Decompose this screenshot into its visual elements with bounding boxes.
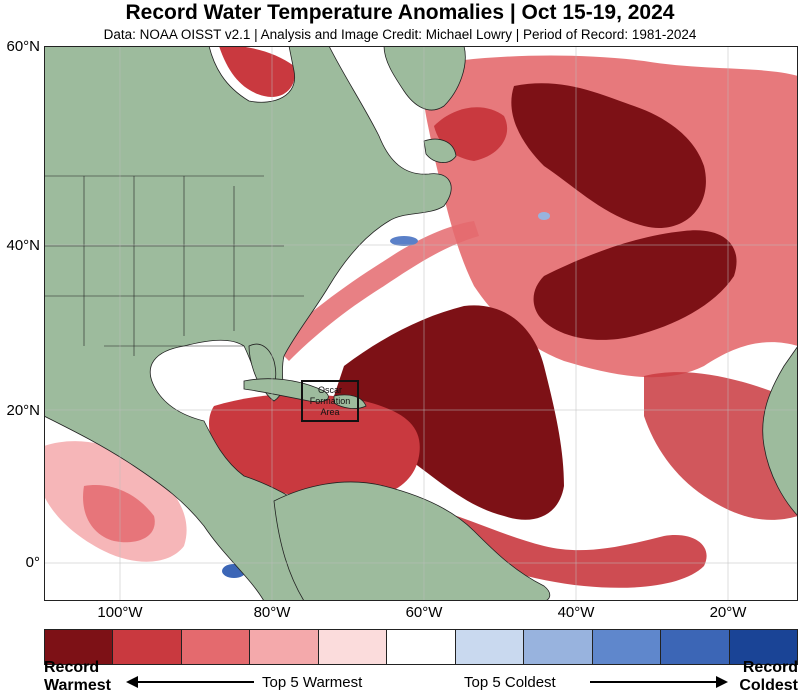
record-warmest-label: Record Warmest bbox=[44, 659, 111, 695]
lat-label-60n: 60°N bbox=[6, 38, 40, 55]
top5-warmest-label: Top 5 Warmest bbox=[262, 674, 363, 691]
tropical-atlantic-warm-band bbox=[420, 506, 707, 588]
annotation-line-1: Oscar bbox=[318, 385, 342, 395]
coldest-arrow bbox=[590, 676, 728, 688]
south-america-land bbox=[273, 481, 551, 601]
lat-label-equator: 0° bbox=[25, 554, 40, 571]
lon-label-20w: 20°W bbox=[709, 604, 747, 621]
warmest-arrow bbox=[126, 676, 254, 688]
mid-atlantic-record-band bbox=[533, 230, 737, 340]
cuba-island bbox=[243, 378, 329, 403]
newfoundland-island bbox=[423, 138, 457, 163]
africa-land bbox=[762, 345, 798, 517]
map-title: Record Water Temperature Anomalies | Oct… bbox=[125, 1, 675, 24]
land-masses bbox=[44, 46, 798, 601]
annotation-line-3: Area bbox=[320, 407, 339, 417]
legend-swatch bbox=[729, 630, 797, 664]
map-subtitle: Data: NOAA OISST v2.1 | Analysis and Ima… bbox=[103, 27, 697, 42]
lon-label-40w: 40°W bbox=[557, 604, 595, 621]
eastern-atlantic-warm bbox=[644, 372, 798, 520]
lon-label-60w: 60°W bbox=[405, 604, 443, 621]
legend-swatch bbox=[387, 630, 456, 664]
map-frame bbox=[44, 46, 798, 601]
record-coldest-line1: Record bbox=[742, 659, 798, 676]
legend-swatch bbox=[318, 630, 388, 664]
legend-swatch bbox=[250, 630, 319, 664]
legend-color-scale bbox=[44, 629, 798, 665]
graticule bbox=[44, 46, 798, 601]
lon-label-80w: 80°W bbox=[253, 604, 291, 621]
legend-swatch bbox=[45, 630, 114, 664]
lon-label-100w: 100°W bbox=[97, 604, 143, 621]
legend-swatch bbox=[524, 630, 593, 664]
political-borders bbox=[44, 175, 304, 356]
eastern-pacific-warm-core bbox=[83, 485, 155, 543]
cold-patch-atlantic bbox=[538, 212, 550, 220]
record-warmest-line2: Warmest bbox=[44, 677, 111, 694]
record-warmest-line1: Record bbox=[44, 659, 100, 676]
hudson-bay-warm-patch bbox=[219, 46, 295, 97]
sst-anomaly-map: Oscar Formation Area bbox=[44, 46, 798, 601]
legend-swatch bbox=[181, 630, 251, 664]
tropical-atlantic-record-core bbox=[334, 305, 564, 520]
gulf-stream-warm-ribbon bbox=[274, 221, 479, 361]
record-coldest-label: Record Coldest bbox=[739, 659, 798, 695]
oscar-formation-area: Oscar Formation Area bbox=[301, 380, 359, 422]
annotation-line-2: Formation bbox=[310, 396, 351, 406]
cold-patch-gulf-stream bbox=[390, 236, 418, 246]
lat-label-40n: 40°N bbox=[6, 237, 40, 254]
record-coldest-line2: Coldest bbox=[739, 677, 798, 694]
caribbean-warm-area bbox=[209, 394, 420, 501]
legend-swatch bbox=[113, 630, 182, 664]
north-atlantic-record-core bbox=[511, 83, 706, 228]
legend-swatch bbox=[592, 630, 662, 664]
lat-label-20n: 20°N bbox=[6, 402, 40, 419]
legend-swatch bbox=[455, 630, 525, 664]
greenland-land bbox=[383, 46, 466, 111]
top5-coldest-label: Top 5 Coldest bbox=[464, 674, 556, 691]
legend-swatch bbox=[661, 630, 730, 664]
